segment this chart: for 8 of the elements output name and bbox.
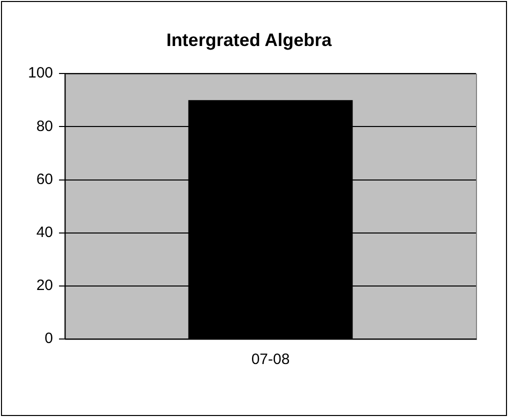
y-tick-label: 80	[36, 118, 54, 135]
y-tick-label: 0	[44, 330, 54, 348]
y-tick-label: 40	[36, 224, 54, 241]
x-tick-label: 07-08	[251, 351, 290, 368]
y-tick-label: 60	[36, 170, 54, 188]
chart-title: Intergrated Algebra	[166, 30, 333, 50]
y-tick-label: 20	[36, 277, 54, 294]
y-tick-label: 100	[28, 64, 54, 82]
